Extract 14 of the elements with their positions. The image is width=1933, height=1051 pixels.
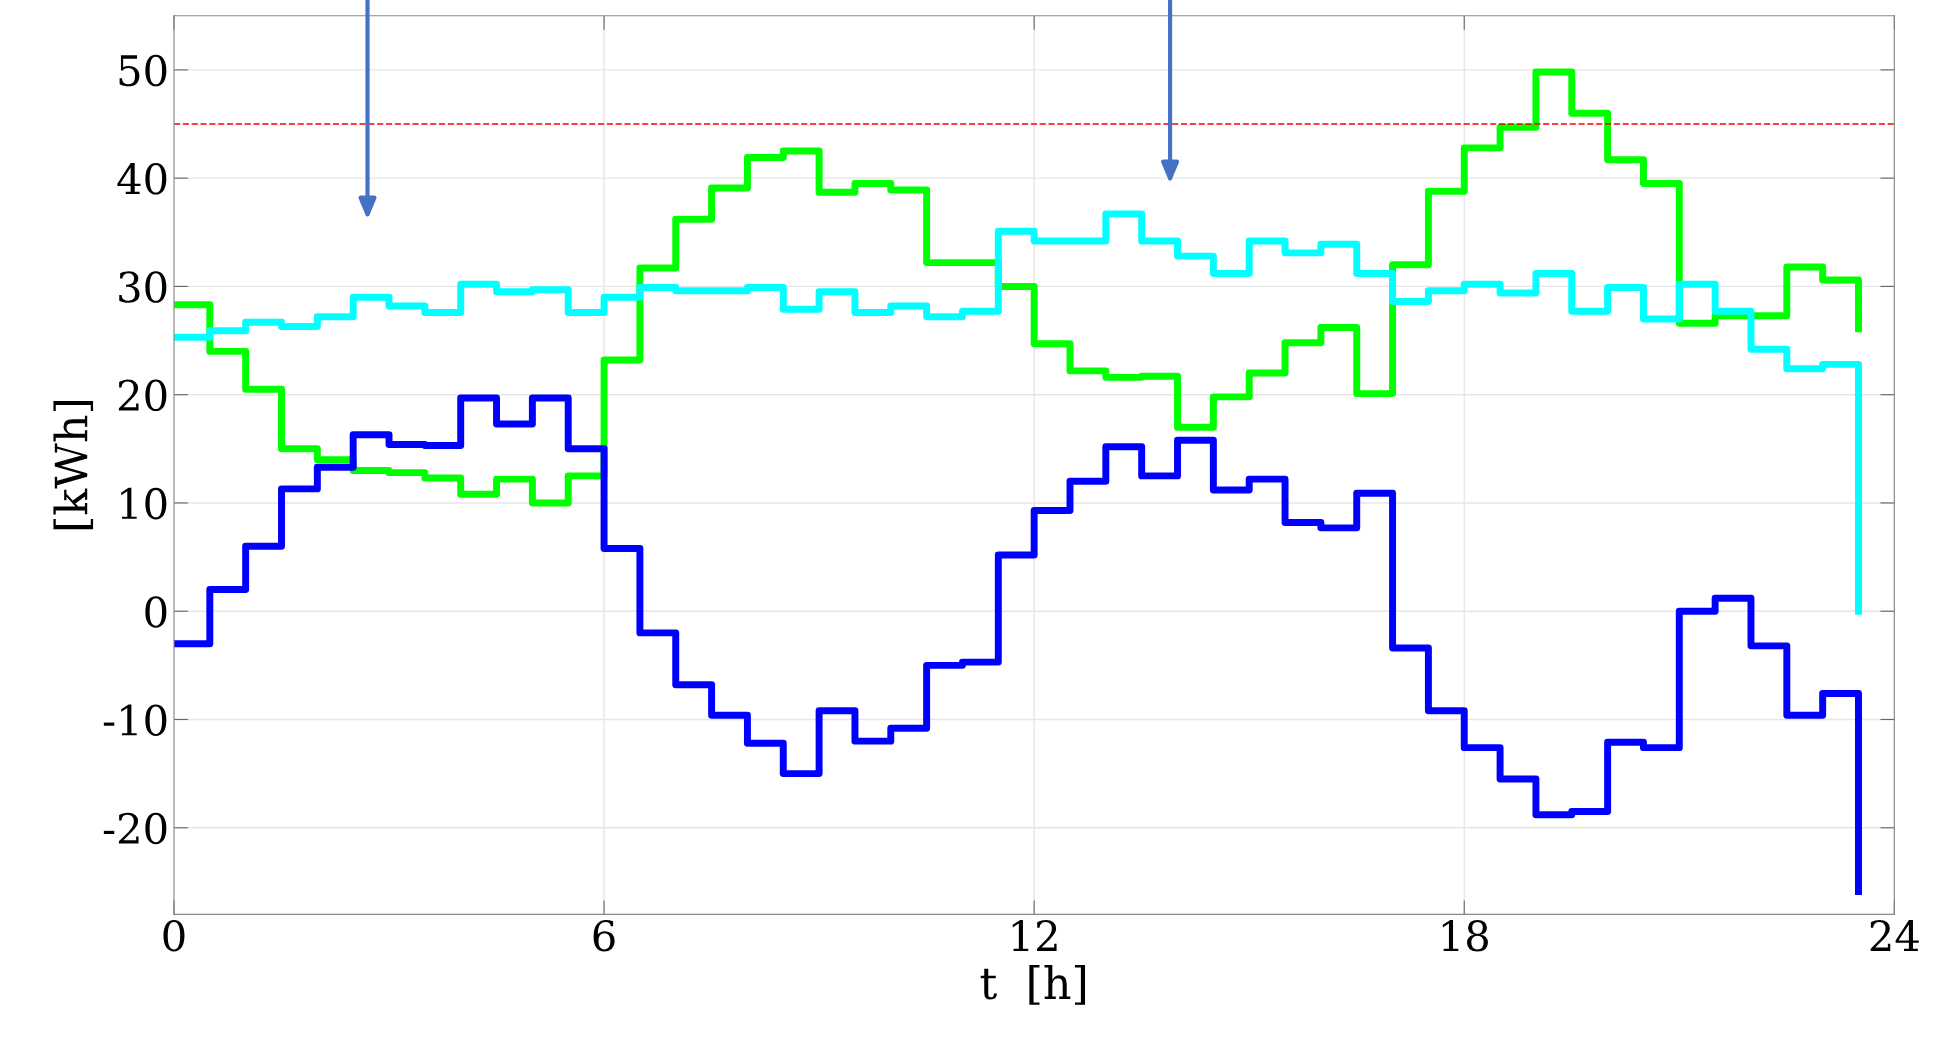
y-tick-label: 40	[117, 163, 167, 195]
y-tick-label: 0	[145, 596, 167, 628]
y-tick-label: 50	[119, 54, 167, 87]
y-tick-label: 30	[119, 271, 167, 303]
x-axis-title: t [h]	[980, 965, 1086, 1005]
x-tick-label: 24	[1870, 919, 1919, 951]
y-tick-label: -10	[103, 704, 167, 736]
y-tick-label: 10	[121, 487, 167, 520]
x-tick-label: 12	[1012, 919, 1057, 951]
y-axis-title: [kWh]	[53, 400, 94, 530]
y-tick-label: -20	[103, 812, 167, 845]
x-tick-label: 18	[1442, 919, 1488, 952]
y-tick-label: 20	[118, 379, 167, 412]
x-tick-label: 6	[593, 919, 615, 952]
